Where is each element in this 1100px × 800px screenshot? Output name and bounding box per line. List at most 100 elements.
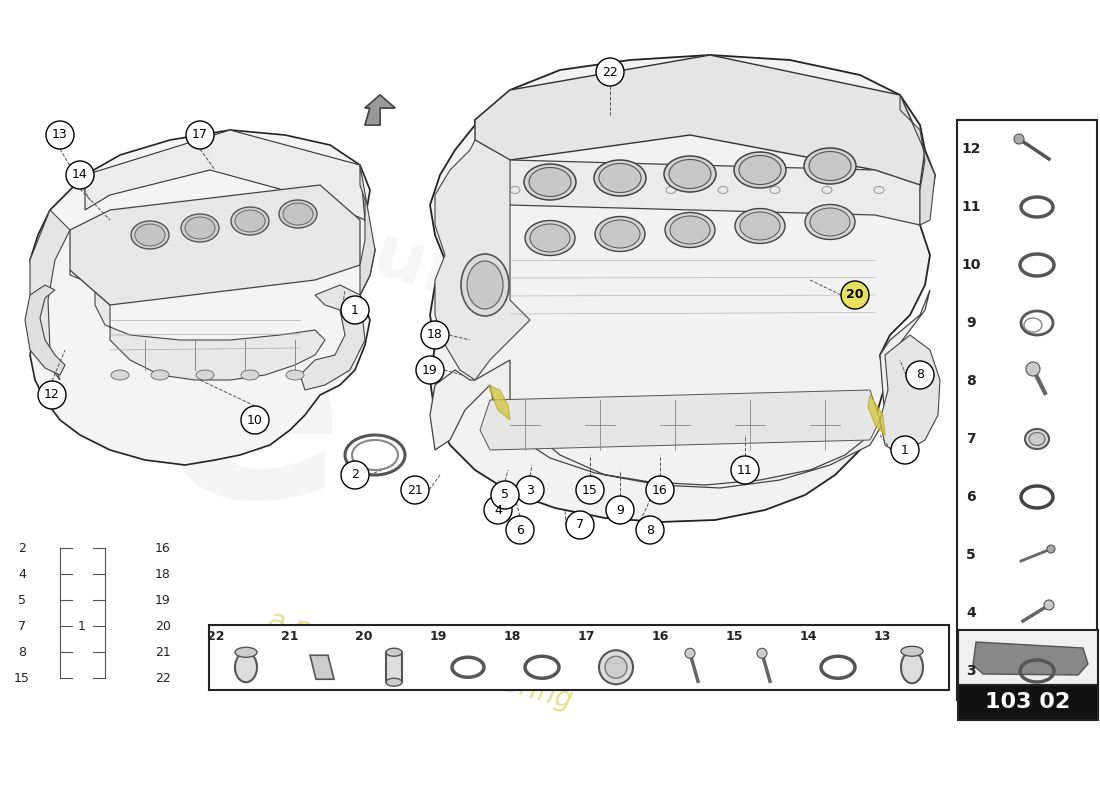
Ellipse shape: [901, 651, 923, 683]
Ellipse shape: [600, 163, 641, 193]
Ellipse shape: [286, 370, 304, 380]
Circle shape: [66, 161, 94, 189]
Text: 4: 4: [966, 606, 976, 620]
Text: 2: 2: [351, 469, 359, 482]
Circle shape: [186, 121, 214, 149]
Polygon shape: [365, 95, 395, 125]
Circle shape: [39, 381, 66, 409]
Ellipse shape: [279, 200, 317, 228]
Ellipse shape: [131, 221, 169, 249]
Text: 6: 6: [966, 490, 976, 504]
Ellipse shape: [468, 261, 503, 309]
Ellipse shape: [231, 207, 270, 235]
Polygon shape: [365, 95, 395, 125]
Text: 20: 20: [355, 630, 373, 643]
Text: 7: 7: [966, 432, 976, 446]
Ellipse shape: [182, 214, 219, 242]
Text: 6: 6: [516, 523, 524, 537]
Ellipse shape: [525, 221, 575, 255]
Text: 3: 3: [526, 483, 534, 497]
Text: 19: 19: [155, 594, 170, 606]
Text: 16: 16: [651, 630, 669, 643]
Text: 7: 7: [18, 619, 26, 633]
Polygon shape: [868, 395, 886, 435]
Polygon shape: [475, 55, 925, 185]
Bar: [958, 685, 1098, 720]
Text: 4: 4: [494, 503, 502, 517]
Polygon shape: [365, 95, 395, 125]
Text: 8: 8: [916, 369, 924, 382]
Ellipse shape: [461, 254, 509, 316]
Ellipse shape: [805, 205, 855, 239]
Polygon shape: [30, 130, 375, 465]
Circle shape: [605, 656, 627, 678]
Ellipse shape: [1025, 429, 1049, 449]
Ellipse shape: [808, 151, 851, 181]
Text: 16: 16: [652, 483, 668, 497]
Ellipse shape: [135, 224, 165, 246]
Text: 19: 19: [429, 630, 447, 643]
Polygon shape: [475, 160, 920, 225]
Text: 15: 15: [14, 671, 30, 685]
Text: 5: 5: [966, 548, 976, 562]
Text: 15: 15: [725, 630, 742, 643]
Circle shape: [906, 361, 934, 389]
Text: 8: 8: [18, 646, 26, 658]
Circle shape: [1044, 600, 1054, 610]
Circle shape: [1026, 362, 1039, 376]
Text: 1: 1: [351, 303, 359, 317]
Circle shape: [46, 121, 74, 149]
Ellipse shape: [235, 210, 265, 232]
Polygon shape: [488, 385, 510, 420]
Polygon shape: [25, 285, 65, 375]
Text: 17: 17: [578, 630, 595, 643]
Ellipse shape: [235, 647, 257, 658]
Ellipse shape: [901, 646, 923, 656]
Ellipse shape: [529, 167, 571, 197]
Text: 11: 11: [737, 463, 752, 477]
Ellipse shape: [594, 160, 646, 196]
Text: e: e: [156, 285, 344, 555]
Text: 8: 8: [966, 374, 976, 388]
Ellipse shape: [804, 148, 856, 184]
Circle shape: [596, 58, 624, 86]
Polygon shape: [70, 185, 360, 305]
Ellipse shape: [734, 152, 786, 188]
Circle shape: [341, 296, 368, 324]
Text: 16: 16: [155, 542, 170, 554]
Text: 10: 10: [961, 258, 981, 272]
Ellipse shape: [740, 212, 780, 240]
Polygon shape: [85, 130, 365, 220]
Circle shape: [732, 456, 759, 484]
Ellipse shape: [235, 652, 257, 682]
Circle shape: [1014, 134, 1024, 144]
Text: 17: 17: [192, 129, 208, 142]
Circle shape: [636, 516, 664, 544]
Text: 1: 1: [901, 443, 909, 457]
Ellipse shape: [283, 203, 313, 225]
Circle shape: [606, 496, 634, 524]
Polygon shape: [900, 95, 935, 225]
Text: 10: 10: [248, 414, 263, 426]
Text: 103 02: 103 02: [986, 693, 1070, 713]
Text: 18: 18: [504, 630, 520, 643]
Circle shape: [576, 476, 604, 504]
Ellipse shape: [595, 217, 645, 251]
Text: 13: 13: [52, 129, 68, 142]
Text: 22: 22: [207, 630, 224, 643]
Circle shape: [506, 516, 534, 544]
Polygon shape: [480, 390, 880, 450]
Circle shape: [421, 321, 449, 349]
Circle shape: [484, 496, 512, 524]
Polygon shape: [360, 165, 375, 295]
Circle shape: [516, 476, 544, 504]
Circle shape: [891, 436, 918, 464]
Ellipse shape: [600, 220, 640, 248]
Text: 21: 21: [155, 646, 170, 658]
Circle shape: [842, 281, 869, 309]
Polygon shape: [430, 55, 935, 522]
Ellipse shape: [735, 209, 785, 243]
Bar: [957, 120, 1097, 700]
Text: 13: 13: [873, 630, 891, 643]
Text: 18: 18: [155, 567, 170, 581]
